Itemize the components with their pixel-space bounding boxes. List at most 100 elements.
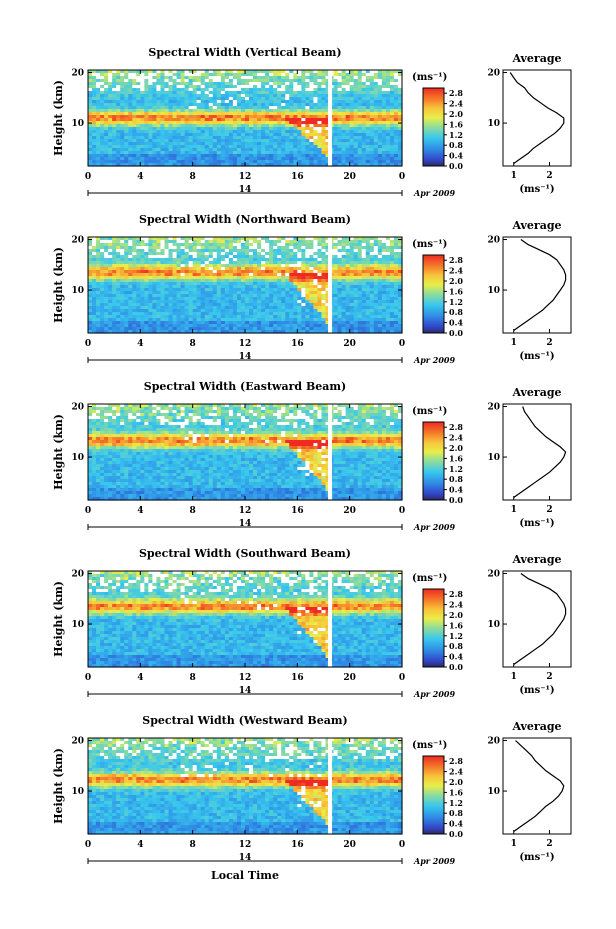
heatmap-cell (164, 103, 170, 107)
heatmap-cell (176, 240, 182, 244)
heatmap-cell (273, 115, 278, 119)
heatmap-cell (156, 133, 162, 137)
heatmap-cell (373, 79, 379, 83)
heatmap-cell (249, 264, 254, 268)
heatmap-cell (313, 85, 319, 89)
heatmap-cell (224, 148, 230, 152)
heatmap-cell (265, 327, 270, 331)
heatmap-cell (245, 130, 250, 134)
heatmap-cell (220, 261, 226, 265)
heatmap-cell (277, 276, 282, 280)
heatmap-cell (108, 309, 113, 313)
heatmap-cell (164, 115, 170, 119)
heatmap-cell (128, 240, 133, 244)
heatmap-cell (216, 255, 222, 259)
heatmap-cell (277, 139, 282, 143)
heatmap-cell (232, 267, 238, 271)
heatmap-cell (184, 303, 190, 307)
average-y-tick-label: 10 (487, 119, 500, 129)
heatmap-cell (377, 112, 383, 116)
heatmap-cell (188, 106, 194, 110)
heatmap-cell (289, 88, 294, 92)
heatmap-cell (208, 82, 214, 86)
heatmap-cell (228, 106, 234, 110)
heatmap-cell (293, 276, 298, 280)
heatmap-cell (120, 118, 125, 122)
heatmap-cell (208, 118, 214, 122)
heatmap-cell (108, 112, 113, 116)
heatmap-cell (236, 139, 242, 143)
heatmap-cell (236, 121, 242, 125)
heatmap-cell (281, 315, 286, 319)
heatmap-cell (140, 249, 145, 253)
heatmap-cell (305, 297, 311, 301)
heatmap-cell (220, 321, 226, 325)
heatmap-cell (273, 330, 278, 334)
heatmap-cell (365, 115, 371, 119)
heatmap-cell (305, 88, 311, 92)
heatmap-cell (112, 321, 117, 325)
heatmap-cell (220, 243, 226, 247)
heatmap-cell (140, 261, 145, 265)
heatmap-cell (208, 243, 214, 247)
heatmap-cell (265, 82, 270, 86)
heatmap-cell (164, 255, 170, 259)
heatmap-cell (341, 139, 347, 143)
heatmap-cell (373, 276, 379, 280)
heatmap-cell (140, 154, 145, 158)
heatmap-cell (192, 88, 198, 92)
heatmap-cell (204, 300, 210, 304)
heatmap-cell (160, 127, 166, 131)
heatmap-cell (168, 249, 174, 253)
heatmap-cell (313, 79, 319, 83)
heatmap-cell (381, 282, 387, 286)
heatmap-cell (273, 264, 278, 268)
heatmap-cell (240, 258, 246, 262)
heatmap-cell (160, 318, 166, 322)
heatmap-cell (160, 109, 166, 113)
heatmap-cell (128, 318, 133, 322)
heatmap-cell (317, 73, 323, 77)
heatmap-cell (333, 318, 339, 322)
heatmap-cell (309, 303, 315, 307)
heatmap-cell (341, 273, 347, 277)
heatmap-cell (345, 237, 351, 241)
heatmap-cell (353, 240, 359, 244)
heatmap-cell (104, 112, 109, 116)
heatmap-cell (164, 106, 170, 110)
heatmap-cell (261, 160, 266, 164)
heatmap-cell (389, 118, 395, 122)
heatmap-cell (192, 279, 198, 283)
heatmap-cell (144, 100, 149, 104)
heatmap-cell (156, 121, 162, 125)
heatmap-cell (369, 163, 375, 167)
heatmap-cell (112, 142, 117, 146)
heatmap-cell (92, 121, 97, 125)
heatmap-cell (265, 145, 270, 149)
heatmap-cell (140, 291, 145, 295)
heatmap-cell (389, 100, 395, 104)
heatmap-cell (96, 285, 101, 289)
heatmap-cell (301, 324, 306, 328)
heatmap-cell (269, 130, 274, 134)
heatmap-cell (236, 249, 242, 253)
heatmap-cell (184, 327, 190, 331)
heatmap-cell (164, 252, 170, 256)
heatmap-cell (144, 85, 149, 89)
heatmap-cell (176, 163, 182, 167)
heatmap-cell (313, 282, 319, 286)
heatmap-cell (385, 309, 391, 313)
average-x-tick-label: 2 (546, 171, 552, 181)
heatmap-cell (345, 127, 351, 131)
heatmap-cell (265, 324, 270, 328)
heatmap-cell (160, 309, 166, 313)
heatmap-cell (228, 121, 234, 125)
heatmap-cell (381, 318, 387, 322)
heatmap-cell (293, 273, 298, 277)
heatmap-cell (88, 76, 93, 80)
heatmap-cell (220, 309, 226, 313)
heatmap-cell (325, 85, 331, 89)
heatmap-cell (172, 70, 178, 74)
heatmap-cell (357, 88, 363, 92)
heatmap-cell (172, 321, 178, 325)
